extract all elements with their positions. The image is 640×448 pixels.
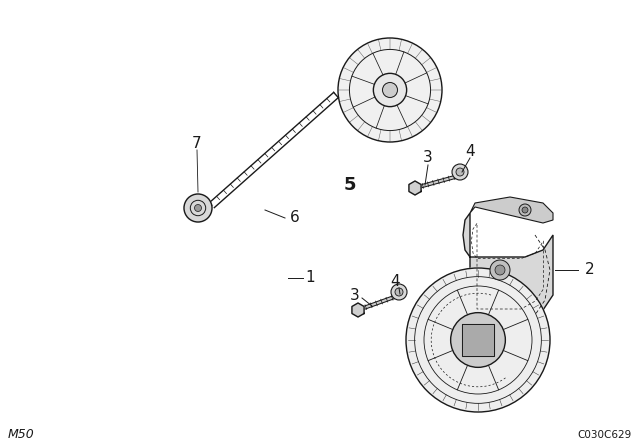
Polygon shape — [463, 213, 553, 320]
Circle shape — [519, 204, 531, 216]
Circle shape — [495, 265, 505, 275]
Circle shape — [451, 313, 506, 367]
Circle shape — [522, 207, 528, 213]
Polygon shape — [352, 303, 364, 317]
Text: M50: M50 — [8, 428, 35, 441]
Polygon shape — [406, 268, 550, 412]
Text: 1: 1 — [305, 271, 315, 285]
Polygon shape — [383, 82, 397, 98]
Text: 7: 7 — [192, 135, 202, 151]
Text: C030C629: C030C629 — [578, 430, 632, 440]
Circle shape — [490, 260, 510, 280]
Polygon shape — [338, 38, 442, 142]
Text: 3: 3 — [423, 151, 433, 165]
Circle shape — [195, 204, 202, 211]
Polygon shape — [184, 194, 212, 222]
Polygon shape — [470, 197, 553, 223]
Circle shape — [395, 288, 403, 296]
Circle shape — [452, 164, 468, 180]
Polygon shape — [409, 181, 421, 195]
Text: 5: 5 — [344, 176, 356, 194]
Text: 3: 3 — [350, 288, 360, 302]
Text: 4: 4 — [390, 275, 400, 289]
Text: 2: 2 — [585, 263, 595, 277]
Polygon shape — [373, 73, 406, 107]
Text: 4: 4 — [465, 145, 475, 159]
Text: 6: 6 — [290, 211, 300, 225]
Circle shape — [456, 168, 464, 176]
Polygon shape — [462, 324, 494, 356]
Circle shape — [391, 284, 407, 300]
